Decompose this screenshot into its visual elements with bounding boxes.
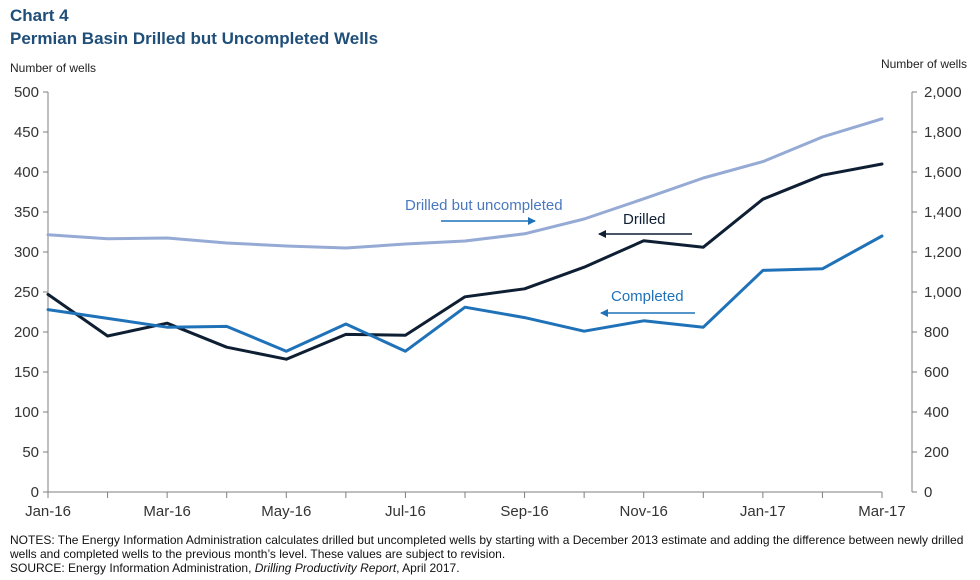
series-duc-line	[46, 117, 884, 250]
right-axis-title: Number of wells	[880, 57, 967, 71]
annotation-drilled: Drilled	[623, 211, 666, 228]
right-tick-label: 200	[924, 444, 949, 461]
right-tick-label: 800	[924, 324, 949, 341]
series-drilled-line	[46, 162, 884, 361]
left-tick-label: 100	[14, 404, 39, 421]
x-tick-label: May-16	[261, 503, 311, 520]
x-tick-label: Jan-16	[25, 503, 71, 520]
x-tick-label: Mar-16	[143, 503, 191, 520]
series-completed-line	[46, 234, 884, 353]
right-tick-label: 1,600	[924, 164, 962, 181]
source-suffix: , April 2017.	[396, 561, 460, 575]
left-tick-label: 350	[14, 204, 39, 221]
left-tick-label: 250	[14, 284, 39, 301]
x-tick-label: Nov-16	[620, 503, 668, 520]
x-tick-label: Jul-16	[385, 503, 426, 520]
right-tick-label: 1,000	[924, 284, 962, 301]
x-tick-label: Mar-17	[858, 503, 906, 520]
source-line: SOURCE: Energy Information Administratio…	[10, 561, 970, 575]
source-prefix: SOURCE: Energy Information Administratio…	[10, 561, 255, 575]
left-tick-label: 300	[14, 244, 39, 261]
right-tick-label: 2,000	[924, 84, 962, 101]
left-tick-label: 450	[14, 124, 39, 141]
line-chart: 0 50 100 150 200 250 300 350 400 450 500 0 200 400 600…	[14, 84, 962, 520]
x-tick-label: Sep-16	[500, 503, 548, 520]
chart-title: Permian Basin Drilled but Uncompleted We…	[10, 29, 379, 48]
right-tick-label: 1,800	[924, 124, 962, 141]
left-tick-label: 0	[31, 484, 39, 501]
left-tick-label: 500	[14, 84, 39, 101]
notes-text: NOTES: The Energy Information Administra…	[10, 533, 964, 561]
left-tick-label: 150	[14, 364, 39, 381]
right-tick-label: 1,200	[924, 244, 962, 261]
right-tick-label: 400	[924, 404, 949, 421]
left-tick-label: 200	[14, 324, 39, 341]
left-axis-title: Number of wells	[10, 61, 97, 75]
x-tick-label: Jan-17	[740, 503, 786, 520]
right-tick-label: 1,400	[924, 204, 962, 221]
right-tick-label: 600	[924, 364, 949, 381]
right-tick-label: 0	[924, 484, 932, 501]
left-tick-label: 400	[14, 164, 39, 181]
source-title: Drilling Productivity Report	[254, 561, 397, 575]
annotation-completed: Completed	[611, 288, 684, 305]
left-tick-label: 50	[22, 444, 39, 461]
chart-number: Chart 4	[10, 6, 69, 25]
annotation-duc: Drilled but uncompleted	[405, 197, 563, 214]
notes: NOTES: The Energy Information Administra…	[10, 533, 970, 575]
